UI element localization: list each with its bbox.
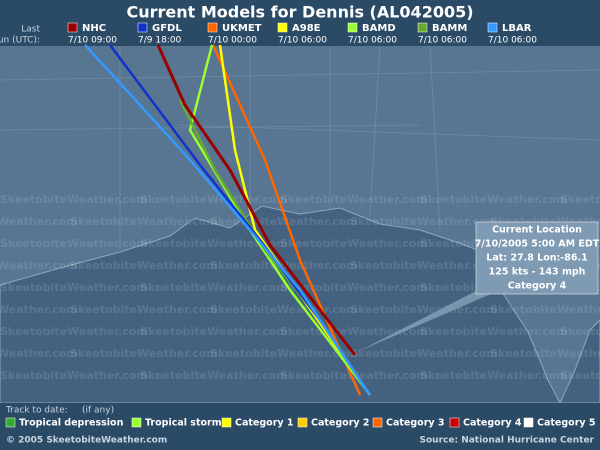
watermark: SkeetobiteWeather.com <box>0 259 78 272</box>
model-swatch <box>417 22 428 33</box>
watermark: SkeetobiteWeather.com <box>0 215 78 228</box>
watermark: SkeetobiteWeather.com <box>420 369 568 382</box>
watermark: SkeetobiteWeather.com <box>490 347 600 360</box>
model-name: NHC <box>82 23 106 34</box>
legend-swatch <box>449 417 460 428</box>
watermark: SkeetobiteWeather.com <box>0 237 148 250</box>
copyright: © 2005 SkeetobiteWeather.com <box>6 436 167 446</box>
model-run: 7/10 06:00 <box>348 36 397 46</box>
callout-box <box>475 221 599 295</box>
watermark: SkeetobiteWeather.com <box>0 325 148 338</box>
watermark: SkeetobiteWeather.com <box>490 303 600 316</box>
model-swatch <box>347 22 358 33</box>
watermark: SkeetobiteWeather.com <box>70 215 218 228</box>
model-swatch <box>487 22 498 33</box>
watermark: SkeetobiteWeather.com <box>0 281 148 294</box>
watermark: SkeetobiteWeather.com <box>350 347 498 360</box>
model-name: A98E <box>292 23 321 34</box>
legend-item: Category 3 <box>386 418 445 429</box>
watermark: SkeetobiteWeather.com <box>560 325 600 338</box>
watermark: SkeetobiteWeather.com <box>140 325 288 338</box>
model-name: UKMET <box>222 23 262 34</box>
watermark: SkeetobiteWeather.com <box>0 193 148 206</box>
watermark: SkeetobiteWeather.com <box>140 281 288 294</box>
model-run: 7/10 00:00 <box>208 36 257 46</box>
model-name: BAMD <box>362 23 396 34</box>
callout: Current Location 7/10/2005 5:00 AM EDT Lat… <box>475 225 600 292</box>
watermark: SkeetobiteWeather.com <box>0 369 148 382</box>
model-swatch <box>137 22 148 33</box>
model-run: 7/9 18:00 <box>138 36 182 46</box>
legend-swatch <box>297 417 308 428</box>
model-name: GFDL <box>152 23 182 34</box>
legend-item: Category 5 <box>537 418 596 429</box>
model-swatch <box>207 22 218 33</box>
watermark: SkeetobiteWeather.com <box>560 193 600 206</box>
legend-swatch <box>372 417 383 428</box>
watermark: SkeetobiteWeather.com <box>210 303 358 316</box>
watermark: SkeetobiteWeather.com <box>140 193 288 206</box>
model-run: 7/10 06:00 <box>488 36 537 46</box>
watermark: SkeetobiteWeather.com <box>70 347 218 360</box>
watermark: SkeetobiteWeather.com <box>420 193 568 206</box>
callout-line: Lat: 27.8 Lon:-86.1 <box>486 253 587 264</box>
watermark: SkeetobiteWeather.com <box>280 193 428 206</box>
track-nhc <box>156 44 357 356</box>
legend-swatch <box>5 417 16 428</box>
model-name: BAMM <box>432 23 467 34</box>
legend-item: Category 2 <box>311 418 370 429</box>
legend-label: Track to date: <box>5 406 68 416</box>
callout-line: Current Location <box>492 225 582 236</box>
watermark: SkeetobiteWeather.com <box>420 325 568 338</box>
source: Source: National Hurricane Center <box>420 436 595 446</box>
watermark: SkeetobiteWeather.com <box>280 281 428 294</box>
model-run: 7/10 09:00 <box>68 36 117 46</box>
watermark: SkeetobiteWeather.com <box>350 259 498 272</box>
legend-item: Tropical depression <box>19 418 124 429</box>
watermark: SkeetobiteWeather.com <box>0 303 78 316</box>
legend-item: Category 4 <box>463 418 522 429</box>
watermark: SkeetobiteWeather.com <box>210 347 358 360</box>
track-a98e <box>218 44 372 396</box>
watermark: SkeetobiteWeather.com <box>140 369 288 382</box>
callout-line: 125 kts - 143 mph <box>489 267 586 278</box>
watermark: SkeetobiteWeather.com <box>280 237 428 250</box>
model-swatch <box>277 22 288 33</box>
last-run-label: Last <box>21 25 40 35</box>
tracks <box>84 44 372 396</box>
watermarks: SkeetobiteWeather.comSkeetobiteWeather.c… <box>0 193 600 382</box>
gulf-water <box>0 205 561 404</box>
legend-swatch <box>221 417 232 428</box>
callout-line: Category 4 <box>508 281 567 292</box>
last-run-label: run (UTC): <box>0 36 40 46</box>
title: Current Models for Dennis (AL042005) <box>126 3 473 22</box>
watermark: SkeetobiteWeather.com <box>70 259 218 272</box>
legend-item: Category 1 <box>235 418 294 429</box>
model-name: LBAR <box>502 23 532 34</box>
watermark: SkeetobiteWeather.com <box>140 237 288 250</box>
watermark: SkeetobiteWeather.com <box>70 303 218 316</box>
watermark: SkeetobiteWeather.com <box>0 347 78 360</box>
track-ukmet <box>211 44 362 396</box>
watermark: SkeetobiteWeather.com <box>350 215 498 228</box>
watermark: SkeetobiteWeather.com <box>350 303 498 316</box>
legend-item: Tropical storm <box>145 418 222 429</box>
callout-line: 7/10/2005 5:00 AM EDT <box>475 239 600 250</box>
track-lbar <box>84 44 372 396</box>
watermark: SkeetobiteWeather.com <box>560 369 600 382</box>
watermark: SkeetobiteWeather.com <box>280 325 428 338</box>
model-swatch <box>67 22 78 33</box>
legend-note: (if any) <box>82 406 114 416</box>
model-run: 7/10 06:00 <box>418 36 467 46</box>
model-run: 7/10 06:00 <box>278 36 327 46</box>
legend-swatch <box>523 417 534 428</box>
header-bar <box>0 0 600 46</box>
legend-swatch <box>131 417 142 428</box>
callout-pointer <box>357 290 500 352</box>
